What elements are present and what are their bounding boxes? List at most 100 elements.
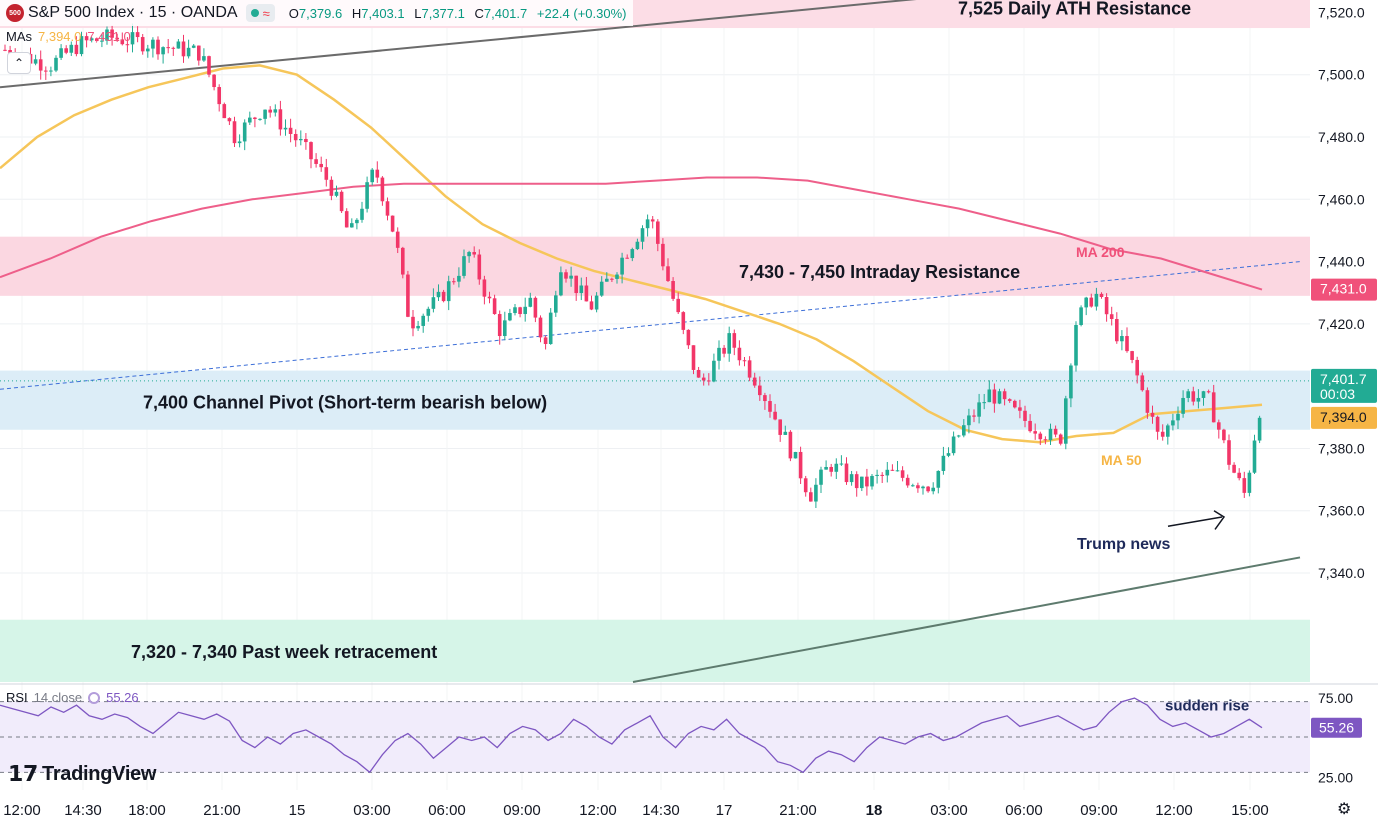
symbol-logo[interactable]: 500 [6,4,24,22]
candle-body [931,487,935,492]
candle-body [1109,314,1114,320]
candle-body [95,38,99,42]
x-tick-label: 14:30 [642,802,680,819]
collapse-legend-button[interactable]: ⌃ [7,52,31,74]
candle-body [671,281,675,299]
candle-body [355,219,359,224]
candle-body [803,478,808,493]
rsi-settings-icon[interactable] [88,691,101,704]
candle-body [426,308,431,316]
candle-body [54,57,58,71]
candle-body [156,39,160,55]
ma-legend[interactable]: MAs 7,394.0 7,431.0 [0,29,131,44]
candle-body [788,431,793,459]
x-tick-label: 17 [716,802,733,819]
candle-body [44,70,48,72]
symbol-title[interactable]: S&P 500 Index · 15 · OANDA [28,4,238,21]
candle-body [870,475,874,487]
candle-body [742,360,747,362]
candle-body [814,484,818,502]
x-tick-label: 15:00 [1231,802,1269,819]
candle-body [38,59,43,71]
candle-body [1171,420,1175,426]
y-tick-label: 7,420.0 [1318,316,1365,332]
candle-body [273,109,278,113]
rsi-legend[interactable]: RSI 14 close 55.26 [6,690,139,705]
candle-body [1150,412,1155,417]
rsi-value-text: 55.26 [1319,720,1354,736]
candle-body [834,463,839,472]
open-label: O [288,5,299,21]
candle-body [3,49,7,51]
candle-body [992,389,997,404]
candle-body [956,435,961,437]
candle-body [640,228,645,242]
candle-body [885,469,890,476]
candle-body [1023,410,1027,421]
candle-body [717,347,721,361]
candle-body [344,211,349,228]
candle-body [824,466,828,470]
candle-body [533,297,538,318]
y-tick-label: 7,340.0 [1318,565,1365,581]
candle-body [304,138,308,143]
candle-body [890,469,895,471]
candle-body [752,377,757,386]
candle-body [146,48,150,52]
candle-body [880,474,884,476]
candle-body [416,325,420,329]
candle-body [401,247,405,275]
candle-body [778,419,782,435]
candle-body [1099,293,1104,298]
candle-body [594,295,599,310]
candle-body [900,470,905,478]
high-label: H [351,5,362,21]
market-status-pill[interactable]: ≈ [245,4,275,22]
candle-body [212,74,216,88]
candle-body [905,477,910,486]
tradingview-logo[interactable]: 𝟭𝟳 TradingView [8,761,156,787]
candle-body [513,307,517,314]
candle-body [171,47,176,49]
candle-body [844,463,849,483]
candle-body [1227,440,1231,465]
candle-body [482,279,487,297]
candle-body [1166,425,1170,437]
ma200-label: MA 200 [1076,244,1125,260]
candle-body [615,274,619,279]
open-value: 7,379.6 [298,5,343,21]
candle-body [548,312,553,345]
candle-body [518,307,522,315]
candle-body [1048,428,1053,441]
candle-body [140,37,145,52]
candle-body [849,474,854,483]
candle-body [1130,351,1134,360]
y-tick-label: 7,500.0 [1318,67,1365,83]
x-tick-label: 18:00 [128,802,166,819]
candle-body [941,455,946,471]
x-tick-label: 06:00 [428,802,466,819]
candle-body [972,415,976,417]
candle-body [1191,391,1196,402]
x-tick-label: 09:00 [1080,802,1118,819]
candle-body [288,127,293,134]
candle-body [630,249,635,259]
x-tick-label: 12:00 [1155,802,1193,819]
candle-body [299,138,303,141]
candle-body [625,257,629,259]
candle-body [987,389,992,403]
x-tick-label: 14:30 [64,802,102,819]
zone-band-2 [0,370,1310,430]
candle-body [120,39,125,45]
candle-body [130,32,135,45]
x-tick-label: 06:00 [1005,802,1043,819]
rsi-label: RSI [6,690,28,705]
candle-body [829,466,833,472]
candle-body [110,29,114,38]
candle-body [1089,297,1094,307]
candle-body [1196,397,1201,402]
candle-body [1058,434,1063,444]
intraday-resistance-label: 7,430 - 7,450 Intraday Resistance [739,262,1020,282]
settings-gear-icon[interactable]: ⚙ [1337,801,1352,818]
